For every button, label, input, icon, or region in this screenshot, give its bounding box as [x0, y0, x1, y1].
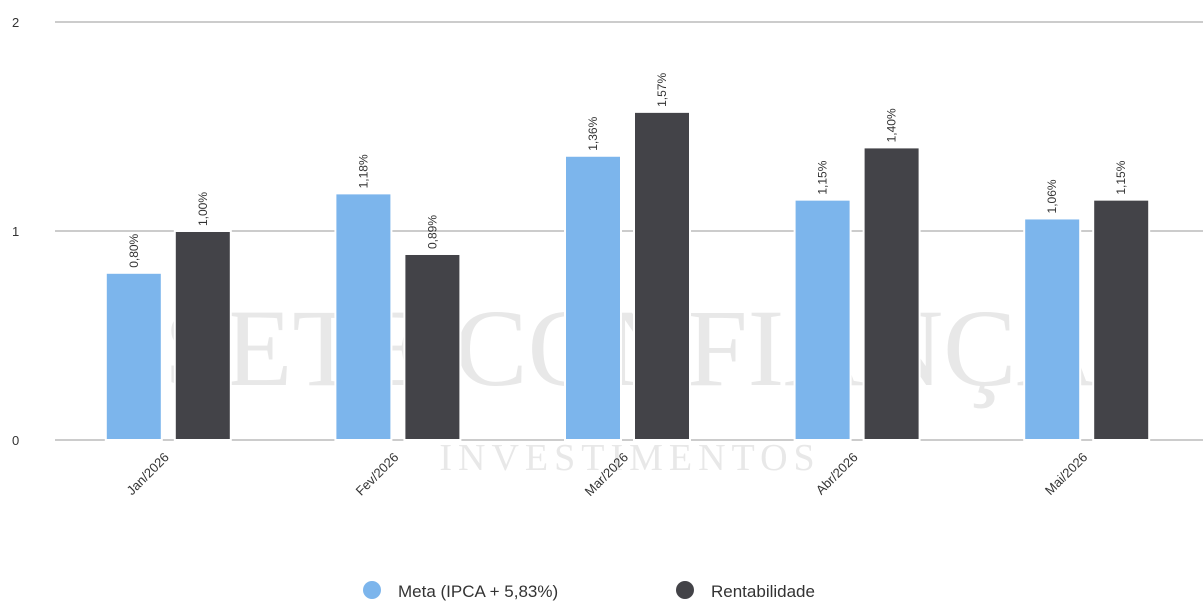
data-label: 0,89% — [425, 215, 439, 249]
y-tick-label: 1 — [12, 224, 19, 239]
bar — [1023, 217, 1082, 441]
legend-label: Rentabilidade — [711, 582, 815, 601]
watermark: INVESTIMENTOS — [439, 437, 820, 479]
data-label: 1,15% — [816, 160, 830, 194]
bar — [633, 110, 691, 442]
data-label: 1,57% — [655, 73, 669, 107]
data-label: 1,06% — [1045, 179, 1059, 213]
watermark: SETE CONFIANÇA — [164, 287, 1096, 409]
bar — [173, 230, 232, 441]
x-tick-label: Jan/2026 — [123, 450, 171, 498]
data-label: 1,00% — [196, 192, 210, 226]
x-tick-label: Mai/2026 — [1042, 450, 1090, 498]
bar — [334, 192, 393, 441]
y-tick-label: 2 — [12, 15, 19, 30]
bar — [403, 252, 462, 441]
bar — [104, 271, 163, 441]
bar — [564, 154, 622, 441]
data-label: 1,15% — [1114, 160, 1128, 194]
legend-marker — [676, 581, 694, 599]
legend-label: Meta (IPCA + 5,83%) — [398, 582, 558, 601]
y-tick-label: 0 — [12, 433, 19, 448]
data-label: 1,40% — [885, 108, 899, 142]
data-label: 1,36% — [586, 116, 600, 150]
data-label: 0,80% — [127, 233, 141, 267]
bar — [793, 198, 852, 441]
bar — [1092, 198, 1151, 441]
data-label: 1,18% — [356, 154, 370, 188]
legend-marker — [363, 581, 381, 599]
bar — [862, 146, 921, 441]
x-tick-label: Fev/2026 — [353, 450, 402, 499]
